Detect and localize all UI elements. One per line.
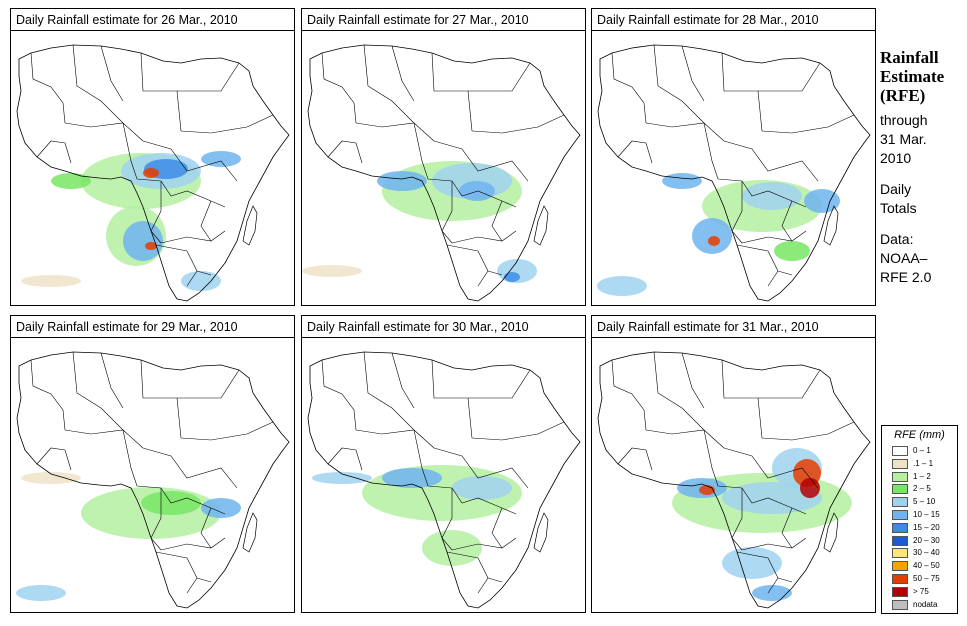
- legend-label: 40 – 50: [913, 561, 940, 571]
- legend-item: 1 – 2: [892, 471, 956, 482]
- caption-heading-line-3: (RFE): [880, 86, 926, 105]
- panel-title: Daily Rainfall estimate for 31 Mar., 201…: [592, 316, 875, 338]
- rainfall-area: [302, 265, 362, 277]
- rainfall-area: [662, 173, 702, 189]
- rainfall-area: [145, 242, 157, 250]
- rainfall-area: [201, 498, 241, 518]
- legend-item: 2 – 5: [892, 484, 956, 495]
- legend-label: nodata: [913, 599, 938, 609]
- rainfall-area: [597, 276, 647, 296]
- legend-swatch: [892, 458, 908, 469]
- legend-item: 0 – 1: [892, 446, 956, 456]
- panel-title: Daily Rainfall estimate for 28 Mar., 201…: [592, 9, 875, 31]
- legend-swatch: [892, 484, 908, 495]
- legend-title: RFE (mm): [894, 429, 945, 441]
- caption-through: through: [880, 112, 928, 128]
- rainfall-area: [692, 218, 732, 254]
- rainfall-area: [143, 168, 159, 178]
- rainfall-area: [722, 482, 822, 514]
- panel-title: Daily Rainfall estimate for 26 Mar., 201…: [11, 9, 294, 31]
- legend-swatch: [892, 548, 908, 559]
- caption-data-source-2: RFE 2.0: [880, 269, 932, 285]
- legend-swatch: [892, 561, 908, 572]
- rainfall-area: [422, 530, 482, 566]
- rainfall-panel-28-mar: Daily Rainfall estimate for 28 Mar., 201…: [591, 8, 876, 306]
- caption-daily: Daily: [880, 181, 912, 197]
- rainfall-area: [722, 547, 782, 579]
- rainfall-panel-29-mar: Daily Rainfall estimate for 29 Mar., 201…: [10, 315, 295, 613]
- rainfall-panel-31-mar: Daily Rainfall estimate for 31 Mar., 201…: [591, 315, 876, 613]
- legend-swatch: [892, 471, 908, 482]
- rainfall-area: [708, 236, 720, 246]
- caption-heading-line-2: Estimate: [880, 67, 945, 86]
- legend-item: > 75: [892, 586, 956, 597]
- legend-swatch: [892, 446, 908, 456]
- legend-label: 10 – 15: [913, 510, 940, 519]
- panel-title: Daily Rainfall estimate for 29 Mar., 201…: [11, 316, 294, 338]
- legend-label: 15 – 20: [913, 522, 940, 532]
- legend-swatch: [892, 574, 908, 584]
- legend-item: 30 – 40: [892, 548, 956, 559]
- legend-label: 30 – 40: [913, 548, 940, 558]
- figure-caption: Rainfall Estimate (RFE) through 31 Mar. …: [880, 48, 967, 287]
- legend-swatch: [892, 535, 908, 546]
- rainfall-area: [752, 585, 792, 601]
- rainfall-panel-27-mar: Daily Rainfall estimate for 27 Mar., 201…: [301, 8, 586, 306]
- legend-label: > 75: [913, 586, 929, 596]
- rainfall-area: [181, 271, 221, 291]
- rainfall-map-27-mar: [302, 44, 581, 302]
- rainfall-area: [804, 189, 840, 213]
- legend-swatch: [892, 510, 908, 520]
- rainfall-map-29-mar: [16, 351, 290, 609]
- legend-swatch: [892, 497, 908, 508]
- rainfall-area: [742, 182, 802, 210]
- legend-swatch: [892, 586, 908, 597]
- legend-item: 50 – 75: [892, 574, 956, 584]
- caption-data-source-1: NOAA–: [880, 250, 928, 266]
- legend-label: 0 – 1: [913, 446, 931, 455]
- legend-item: 20 – 30: [892, 535, 956, 546]
- rainfall-area: [312, 472, 372, 484]
- rainfall-area: [800, 478, 820, 498]
- rainfall-area: [452, 476, 512, 500]
- rainfall-area: [201, 151, 241, 167]
- legend-label: 2 – 5: [913, 484, 931, 494]
- legend-item: .1 – 1: [892, 458, 956, 469]
- caption-totals: Totals: [880, 200, 917, 216]
- legend-item: nodata: [892, 599, 956, 610]
- rainfall-map-30-mar: [307, 351, 581, 609]
- caption-date: 31 Mar.: [880, 131, 927, 147]
- legend-label: 1 – 2: [913, 471, 931, 481]
- rainfall-area: [504, 272, 520, 282]
- legend-label: .1 – 1: [913, 458, 934, 468]
- legend-label: 50 – 75: [913, 574, 940, 583]
- rainfall-area: [377, 171, 427, 191]
- legend-item: 10 – 15: [892, 510, 956, 520]
- legend-label: 20 – 30: [913, 535, 940, 545]
- legend-item: 40 – 50: [892, 561, 956, 572]
- legend-label: 5 – 10: [913, 497, 936, 507]
- rainfall-area: [16, 585, 66, 601]
- legend-swatch: [892, 522, 908, 533]
- rainfall-area: [21, 472, 81, 484]
- panel-title: Daily Rainfall estimate for 27 Mar., 201…: [302, 9, 585, 31]
- africa-borders: [597, 44, 871, 302]
- legend-item: 15 – 20: [892, 522, 956, 533]
- rainfall-map-28-mar: [597, 44, 871, 302]
- rainfall-area: [51, 173, 91, 189]
- rainfall-area: [123, 221, 163, 261]
- caption-heading-line-1: Rainfall: [880, 48, 939, 67]
- rainfall-panel-26-mar: Daily Rainfall estimate for 26 Mar., 201…: [10, 8, 295, 306]
- rainfall-panel-30-mar: Daily Rainfall estimate for 30 Mar., 201…: [301, 315, 586, 613]
- rainfall-legend: RFE (mm) 0 – 1 .1 – 1 1 – 2 2 – 5 5 – 10 10 –…: [881, 425, 958, 614]
- legend-item: 5 – 10: [892, 497, 956, 508]
- rainfall-area: [21, 275, 81, 287]
- panel-title: Daily Rainfall estimate for 30 Mar., 201…: [302, 316, 585, 338]
- caption-year: 2010: [880, 150, 912, 166]
- legend-swatch: [892, 599, 908, 610]
- rainfall-map-26-mar: [16, 44, 290, 302]
- rainfall-map-31-mar: [597, 351, 871, 609]
- caption-data-label: Data:: [880, 231, 914, 247]
- rainfall-area: [774, 241, 810, 261]
